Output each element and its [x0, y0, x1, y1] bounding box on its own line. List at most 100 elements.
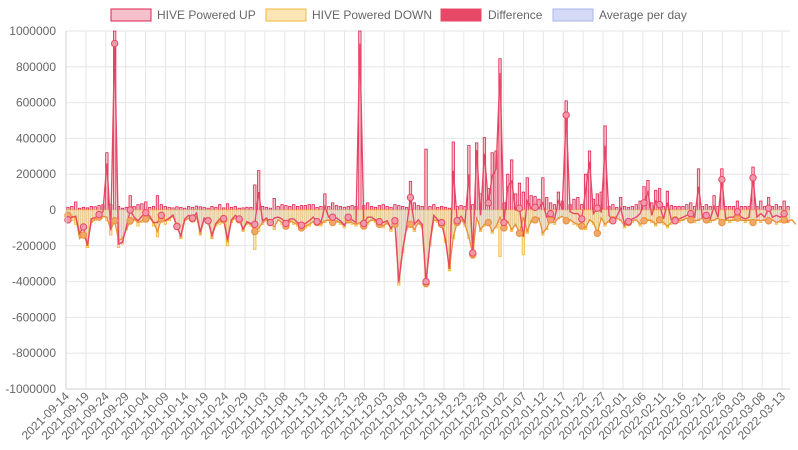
bar-up-171[interactable] [731, 206, 736, 211]
average-point-16[interactable] [126, 217, 134, 225]
difference-point-60[interactable] [297, 221, 306, 229]
bar-up-61[interactable] [303, 205, 307, 211]
bar-up-20[interactable] [144, 201, 148, 211]
difference-point-144[interactable] [624, 217, 633, 226]
average-point-160[interactable] [687, 216, 695, 224]
bar-up-55[interactable] [280, 204, 284, 211]
average-point-168[interactable] [718, 218, 726, 227]
legend-label-1[interactable]: HIVE Powered DOWN [312, 8, 432, 22]
bar-down-166[interactable] [712, 209, 716, 222]
average-point-128[interactable] [562, 217, 570, 225]
bar-down-14[interactable] [120, 209, 125, 245]
bar-up-184[interactable] [782, 200, 786, 211]
difference-point-8[interactable] [95, 210, 103, 219]
average-point-184[interactable] [780, 216, 788, 224]
difference-point-12[interactable] [110, 39, 119, 48]
bar-down-157[interactable] [677, 209, 681, 223]
difference-point-156[interactable] [671, 217, 679, 225]
bar-up-62[interactable] [307, 204, 311, 211]
difference-point-184[interactable] [780, 209, 788, 218]
bar-up-160[interactable] [689, 202, 693, 211]
bar-up-146[interactable] [634, 204, 638, 211]
bar-down-147[interactable] [638, 209, 642, 227]
bar-up-68[interactable] [331, 202, 335, 211]
bar-up-101[interactable] [459, 205, 463, 211]
bar-up-123[interactable] [545, 197, 549, 211]
bar-down-59[interactable] [295, 209, 300, 227]
bar-up-182[interactable] [774, 204, 778, 211]
bar-up-178[interactable] [759, 200, 763, 211]
bar-down-110[interactable] [494, 209, 498, 229]
bar-up-157[interactable] [677, 206, 681, 211]
bar-down-150[interactable] [650, 209, 654, 223]
bar-up-35[interactable] [202, 206, 206, 211]
average-point-148[interactable] [640, 217, 648, 225]
difference-point-100[interactable] [453, 217, 461, 225]
average-point-152[interactable] [655, 216, 664, 224]
bar-up-67[interactable] [327, 206, 331, 211]
bar-up-92[interactable] [424, 148, 428, 211]
bar-down-70[interactable] [338, 209, 343, 225]
bar-down-149[interactable] [646, 209, 650, 222]
bar-down-85[interactable] [397, 209, 401, 286]
bar-down-23[interactable] [155, 209, 160, 238]
legend-swatch-2[interactable] [440, 8, 482, 22]
bar-up-58[interactable] [292, 204, 296, 211]
difference-point-124[interactable] [546, 209, 555, 218]
bar-up-183[interactable] [778, 206, 782, 211]
bar-down-26[interactable] [167, 209, 171, 222]
bar-up-79[interactable] [373, 206, 378, 211]
bar-up-124[interactable] [549, 202, 553, 211]
bar-up-73[interactable] [350, 205, 354, 211]
bar-up-155[interactable] [669, 205, 673, 211]
bar-up-80[interactable] [377, 205, 381, 211]
bar-down-46[interactable] [245, 209, 249, 225]
bar-up-130[interactable] [572, 198, 576, 211]
bar-up-64[interactable] [315, 206, 319, 211]
bar-up-38[interactable] [214, 206, 218, 211]
difference-point-108[interactable] [484, 199, 493, 207]
difference-point-104[interactable] [469, 249, 477, 257]
bar-up-4[interactable] [81, 206, 86, 211]
average-point-20[interactable] [142, 215, 150, 223]
bar-up-158[interactable] [681, 206, 685, 211]
bar-up-42[interactable] [229, 206, 234, 211]
difference-point-160[interactable] [687, 209, 695, 218]
difference-point-16[interactable] [126, 206, 134, 214]
bar-up-125[interactable] [552, 204, 557, 211]
bar-up-32[interactable] [190, 206, 195, 211]
bar-up-145[interactable] [630, 206, 634, 211]
bar-up-57[interactable] [288, 206, 292, 211]
difference-point-136[interactable] [593, 204, 602, 212]
bar-up-131[interactable] [576, 197, 580, 211]
average-point-120[interactable] [531, 216, 539, 224]
legend-swatch-0[interactable] [110, 8, 152, 22]
bar-up-6[interactable] [89, 206, 93, 211]
bar-up-7[interactable] [93, 206, 97, 211]
bar-up-19[interactable] [140, 203, 144, 211]
bar-up-69[interactable] [334, 205, 339, 211]
bar-down-57[interactable] [288, 209, 292, 223]
legend-swatch-3[interactable] [552, 8, 594, 22]
difference-point-36[interactable] [204, 217, 212, 225]
difference-point-172[interactable] [733, 208, 742, 216]
bar-down-178[interactable] [759, 209, 763, 223]
bar-down-49[interactable] [257, 209, 261, 232]
bar-up-65[interactable] [319, 206, 323, 211]
bar-up-141[interactable] [615, 206, 619, 211]
bar-up-43[interactable] [233, 206, 237, 211]
difference-point-4[interactable] [79, 223, 88, 231]
bar-up-2[interactable] [74, 201, 78, 211]
bar-up-89[interactable] [412, 202, 416, 211]
bar-down-82[interactable] [385, 209, 389, 225]
difference-point-120[interactable] [531, 203, 539, 212]
bar-down-138[interactable] [603, 209, 607, 227]
bar-down-18[interactable] [136, 209, 140, 227]
bar-down-62[interactable] [307, 209, 311, 227]
difference-point-72[interactable] [344, 213, 352, 221]
bar-up-34[interactable] [198, 206, 202, 211]
bar-down-55[interactable] [280, 209, 284, 225]
bar-down-145[interactable] [630, 209, 634, 223]
difference-point-52[interactable] [266, 218, 275, 227]
difference-point-48[interactable] [251, 220, 259, 229]
